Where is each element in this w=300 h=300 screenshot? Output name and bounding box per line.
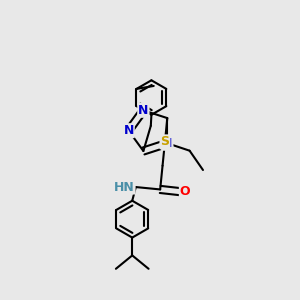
Text: O: O [180, 185, 190, 198]
Text: N: N [123, 124, 134, 137]
Text: N: N [162, 137, 172, 150]
Text: N: N [138, 104, 148, 117]
Text: HN: HN [114, 181, 135, 194]
Text: S: S [160, 135, 169, 148]
